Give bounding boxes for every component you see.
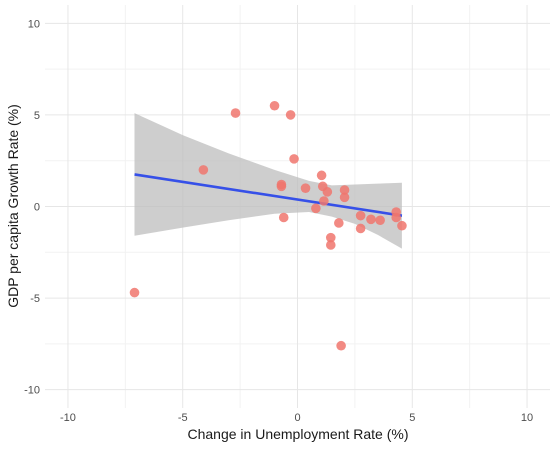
data-point [325,240,336,250]
x-tick-label: 0 [294,412,300,424]
fit-line [134,173,403,217]
data-point [129,287,140,298]
data-point [269,100,280,111]
data-point [366,214,376,225]
data-point [300,183,311,193]
data-point [311,203,321,214]
confidence-band-area [134,113,402,249]
x-tick-labels: -10 -5 0 5 10 [60,412,533,424]
y-tick-label: 0 [34,202,40,214]
data-point [316,170,327,181]
x-tick-label: -5 [178,412,188,424]
data-point [198,165,209,175]
x-axis-title: Change in Unemployment Rate (%) [188,426,409,442]
data-point [397,220,407,231]
data-point [355,210,366,221]
data-point [319,196,329,206]
major-gridlines [45,5,550,408]
data-point [230,108,241,118]
y-axis-title: GDP per capita Growth Rate (%) [5,104,21,308]
data-point [339,192,350,203]
y-tick-label: 5 [34,110,40,122]
data-point [355,223,366,234]
confidence-band [134,113,402,249]
data-point [334,218,344,228]
regression-line [134,173,403,217]
y-tick-label: -5 [30,293,40,305]
y-tick-label: -10 [24,385,40,397]
x-tick-label: 5 [409,412,415,424]
y-tick-labels: -10 -5 0 5 10 [24,18,40,396]
x-tick-label: -10 [60,412,76,424]
data-point [285,110,296,120]
data-point [289,154,299,164]
data-point [325,232,336,243]
data-point [276,181,287,192]
data-point [339,185,350,195]
data-point [375,215,385,226]
data-points [129,100,407,351]
x-tick-label: 10 [521,412,533,424]
data-point [391,212,402,223]
data-point [336,340,346,351]
data-point [322,187,333,197]
y-tick-label: 10 [28,18,40,30]
data-point [278,212,289,223]
